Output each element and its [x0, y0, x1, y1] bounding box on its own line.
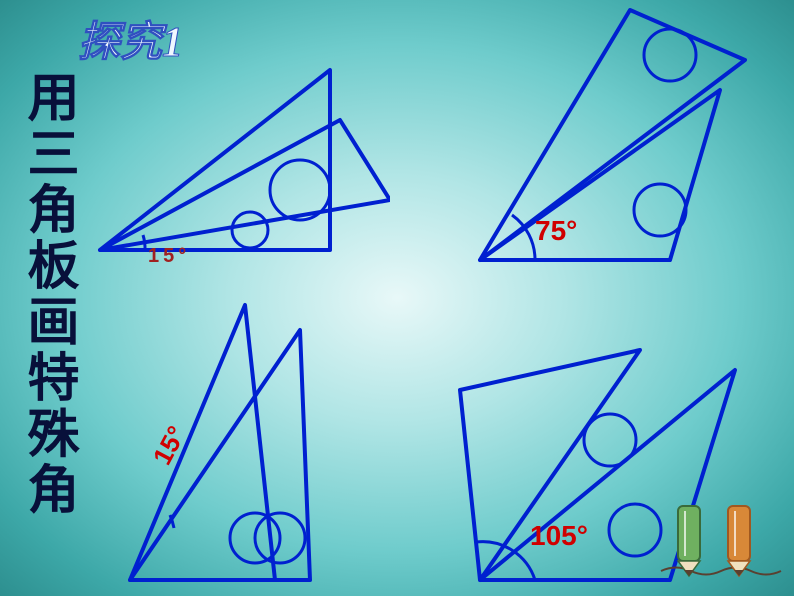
diagram-topleft: 15°: [90, 60, 390, 260]
pencils-decoration: [656, 476, 786, 591]
diagram-topright: 75°: [440, 0, 760, 270]
angle-label-75: 75°: [535, 215, 577, 247]
vertical-heading: 用三角板画特殊角: [10, 70, 85, 518]
angle-label-15a: 15°: [148, 245, 190, 268]
angle-label-105: 105°: [530, 520, 588, 552]
diagram-bottomleft: 15°: [110, 290, 370, 590]
